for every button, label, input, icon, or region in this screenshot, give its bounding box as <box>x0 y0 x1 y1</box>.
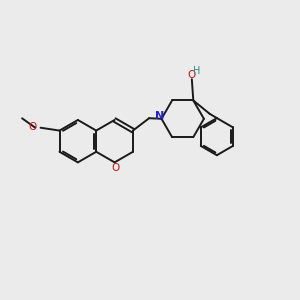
Text: H: H <box>193 66 200 76</box>
Text: O: O <box>28 122 37 132</box>
Text: O: O <box>188 70 196 80</box>
Text: O: O <box>111 163 119 173</box>
Text: N: N <box>155 111 165 122</box>
